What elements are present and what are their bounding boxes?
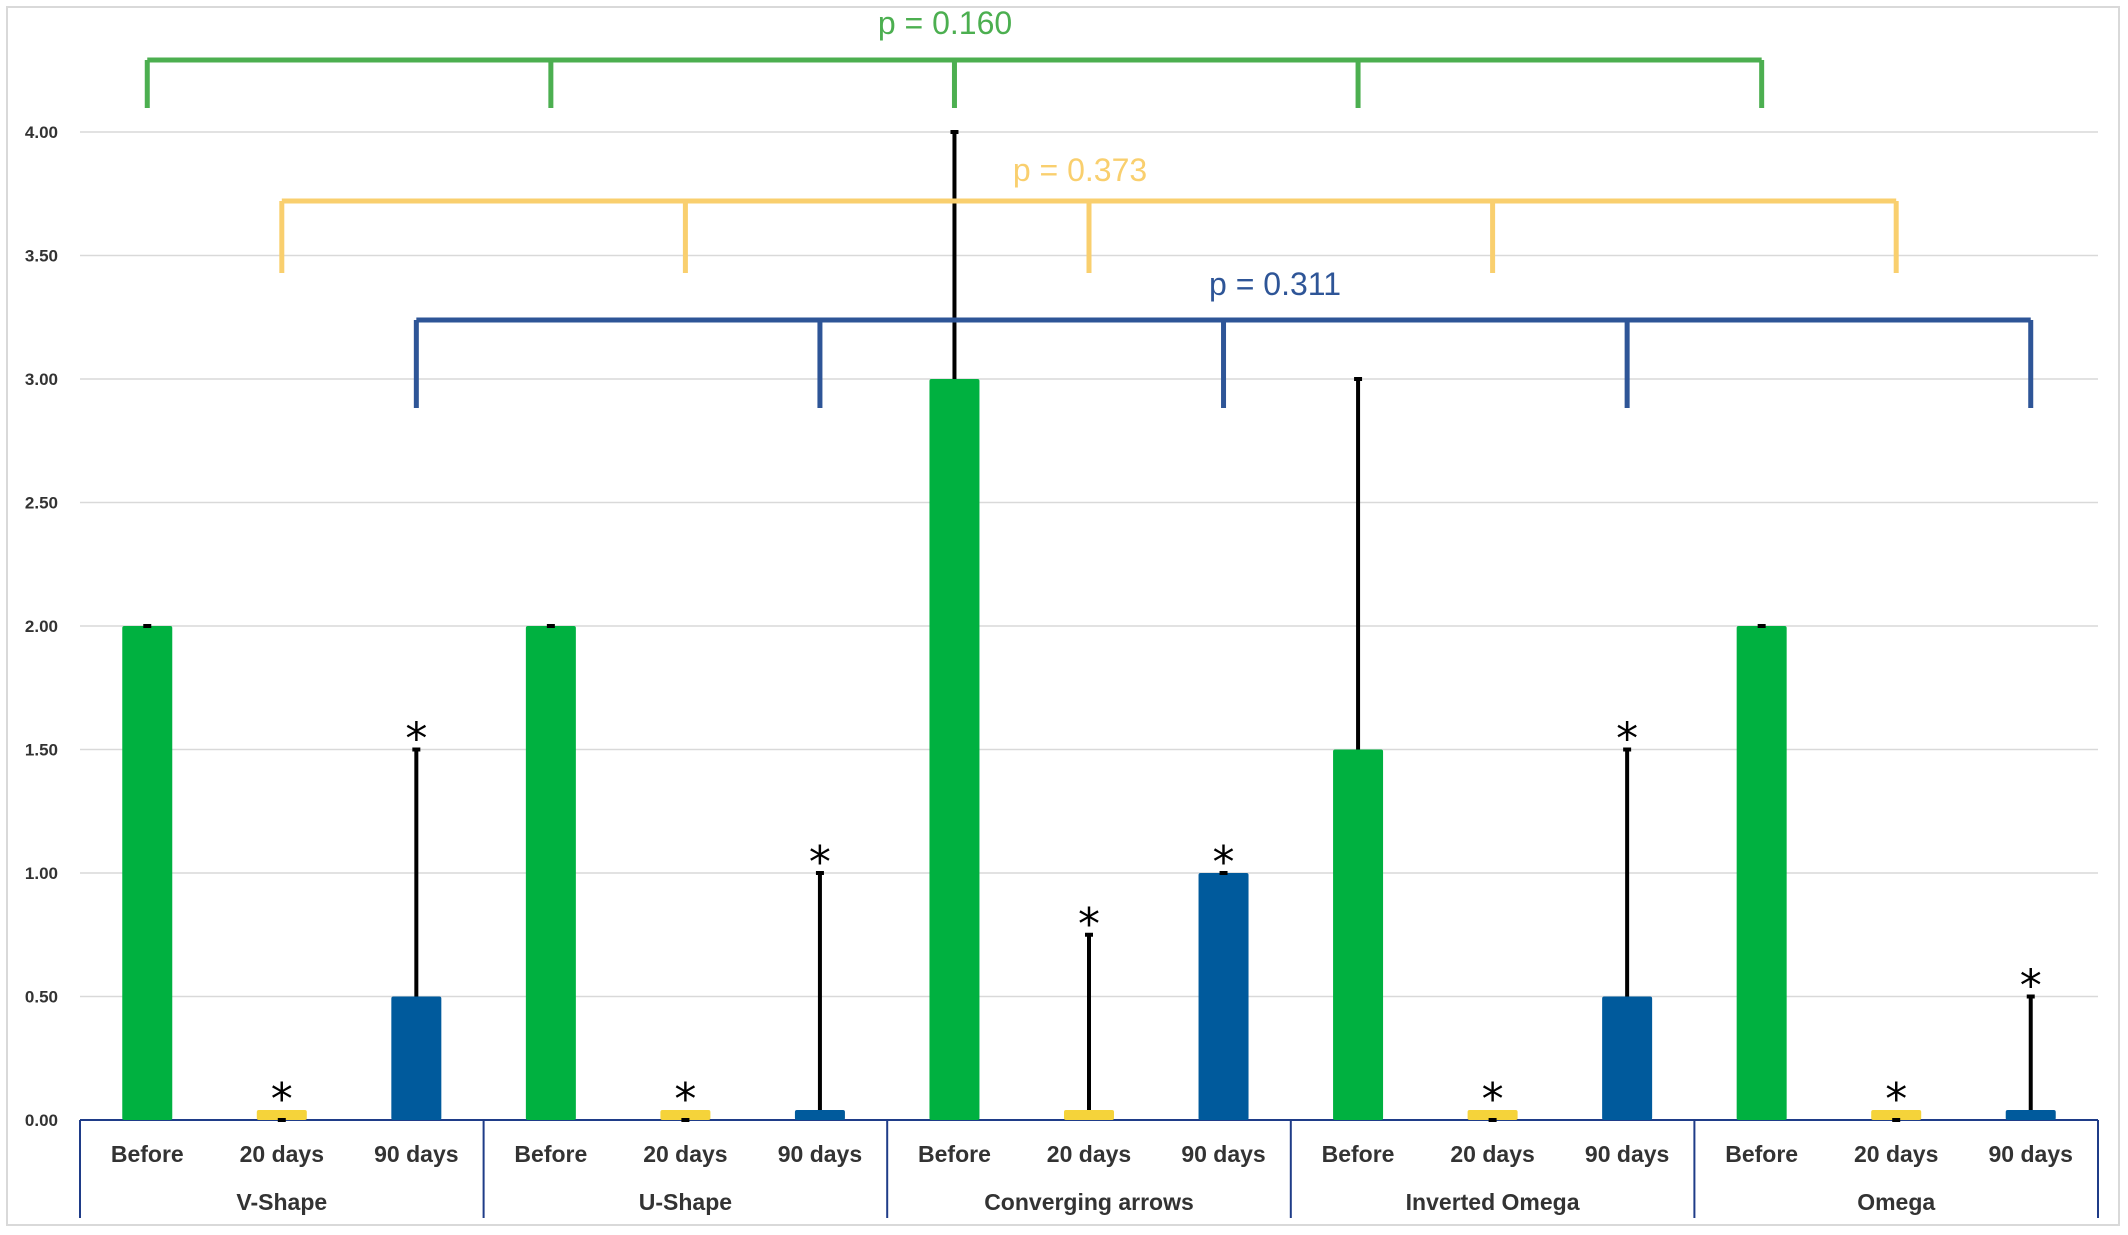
bar	[660, 1110, 711, 1120]
y-tick-label: 0.50	[25, 988, 58, 1007]
group-label: Omega	[1857, 1189, 1935, 1215]
significance-star: *	[809, 837, 831, 888]
significance-star: *	[1885, 1074, 1907, 1125]
significance-star: *	[1482, 1074, 1504, 1125]
timepoint-label: Before	[111, 1141, 184, 1167]
bar	[525, 626, 576, 1120]
bar	[122, 626, 173, 1120]
timepoint-label: Before	[1725, 1141, 1798, 1167]
significance-star: *	[1213, 837, 1235, 888]
y-tick-label: 2.50	[25, 494, 58, 513]
bar	[256, 1110, 307, 1120]
timepoint-label: 20 days	[643, 1141, 727, 1167]
timepoint-label: Before	[918, 1141, 991, 1167]
significance-star: *	[1616, 714, 1638, 765]
timepoint-label: Before	[1322, 1141, 1395, 1167]
y-tick-label: 2.00	[25, 617, 58, 636]
timepoint-label: 20 days	[1450, 1141, 1534, 1167]
y-tick-label: 1.00	[25, 864, 58, 883]
y-tick-label: 3.50	[25, 247, 58, 266]
significance-star: *	[405, 714, 427, 765]
p-value-label: p = 0.160	[878, 5, 1012, 41]
group-label: V-Shape	[236, 1189, 327, 1215]
significance-star: *	[271, 1074, 293, 1125]
bar	[1736, 626, 1787, 1120]
y-tick-label: 3.00	[25, 370, 58, 389]
group-label: U-Shape	[639, 1189, 732, 1215]
bar	[391, 996, 442, 1120]
bar	[1602, 996, 1653, 1120]
bar	[1064, 1110, 1114, 1120]
timepoint-label: 20 days	[240, 1141, 324, 1167]
timepoint-label: 90 days	[1989, 1141, 2073, 1167]
p-value-label: p = 0.311	[1209, 266, 1341, 302]
timepoint-label: 90 days	[1585, 1141, 1669, 1167]
y-tick-label: 1.50	[25, 741, 58, 760]
y-tick-label: 4.00	[25, 123, 58, 142]
bar	[1467, 1110, 1518, 1120]
significance-star: *	[2020, 961, 2042, 1012]
significance-star: *	[674, 1074, 696, 1125]
timepoint-label: 90 days	[1181, 1141, 1265, 1167]
bar	[929, 379, 980, 1120]
p-value-label: p = 0.373	[1013, 152, 1147, 188]
timepoint-label: 20 days	[1854, 1141, 1938, 1167]
bar	[1333, 749, 1384, 1120]
bar	[1198, 873, 1249, 1120]
timepoint-label: 20 days	[1047, 1141, 1131, 1167]
bar	[794, 1110, 845, 1120]
group-label: Inverted Omega	[1406, 1189, 1580, 1215]
bar	[1871, 1110, 1922, 1120]
timepoint-label: 90 days	[778, 1141, 862, 1167]
timepoint-label: 90 days	[374, 1141, 458, 1167]
group-label: Converging arrows	[984, 1189, 1194, 1215]
y-tick-label: 0.00	[25, 1111, 58, 1130]
timepoint-label: Before	[514, 1141, 587, 1167]
significance-star: *	[1078, 899, 1100, 950]
bar	[2005, 1110, 2056, 1120]
